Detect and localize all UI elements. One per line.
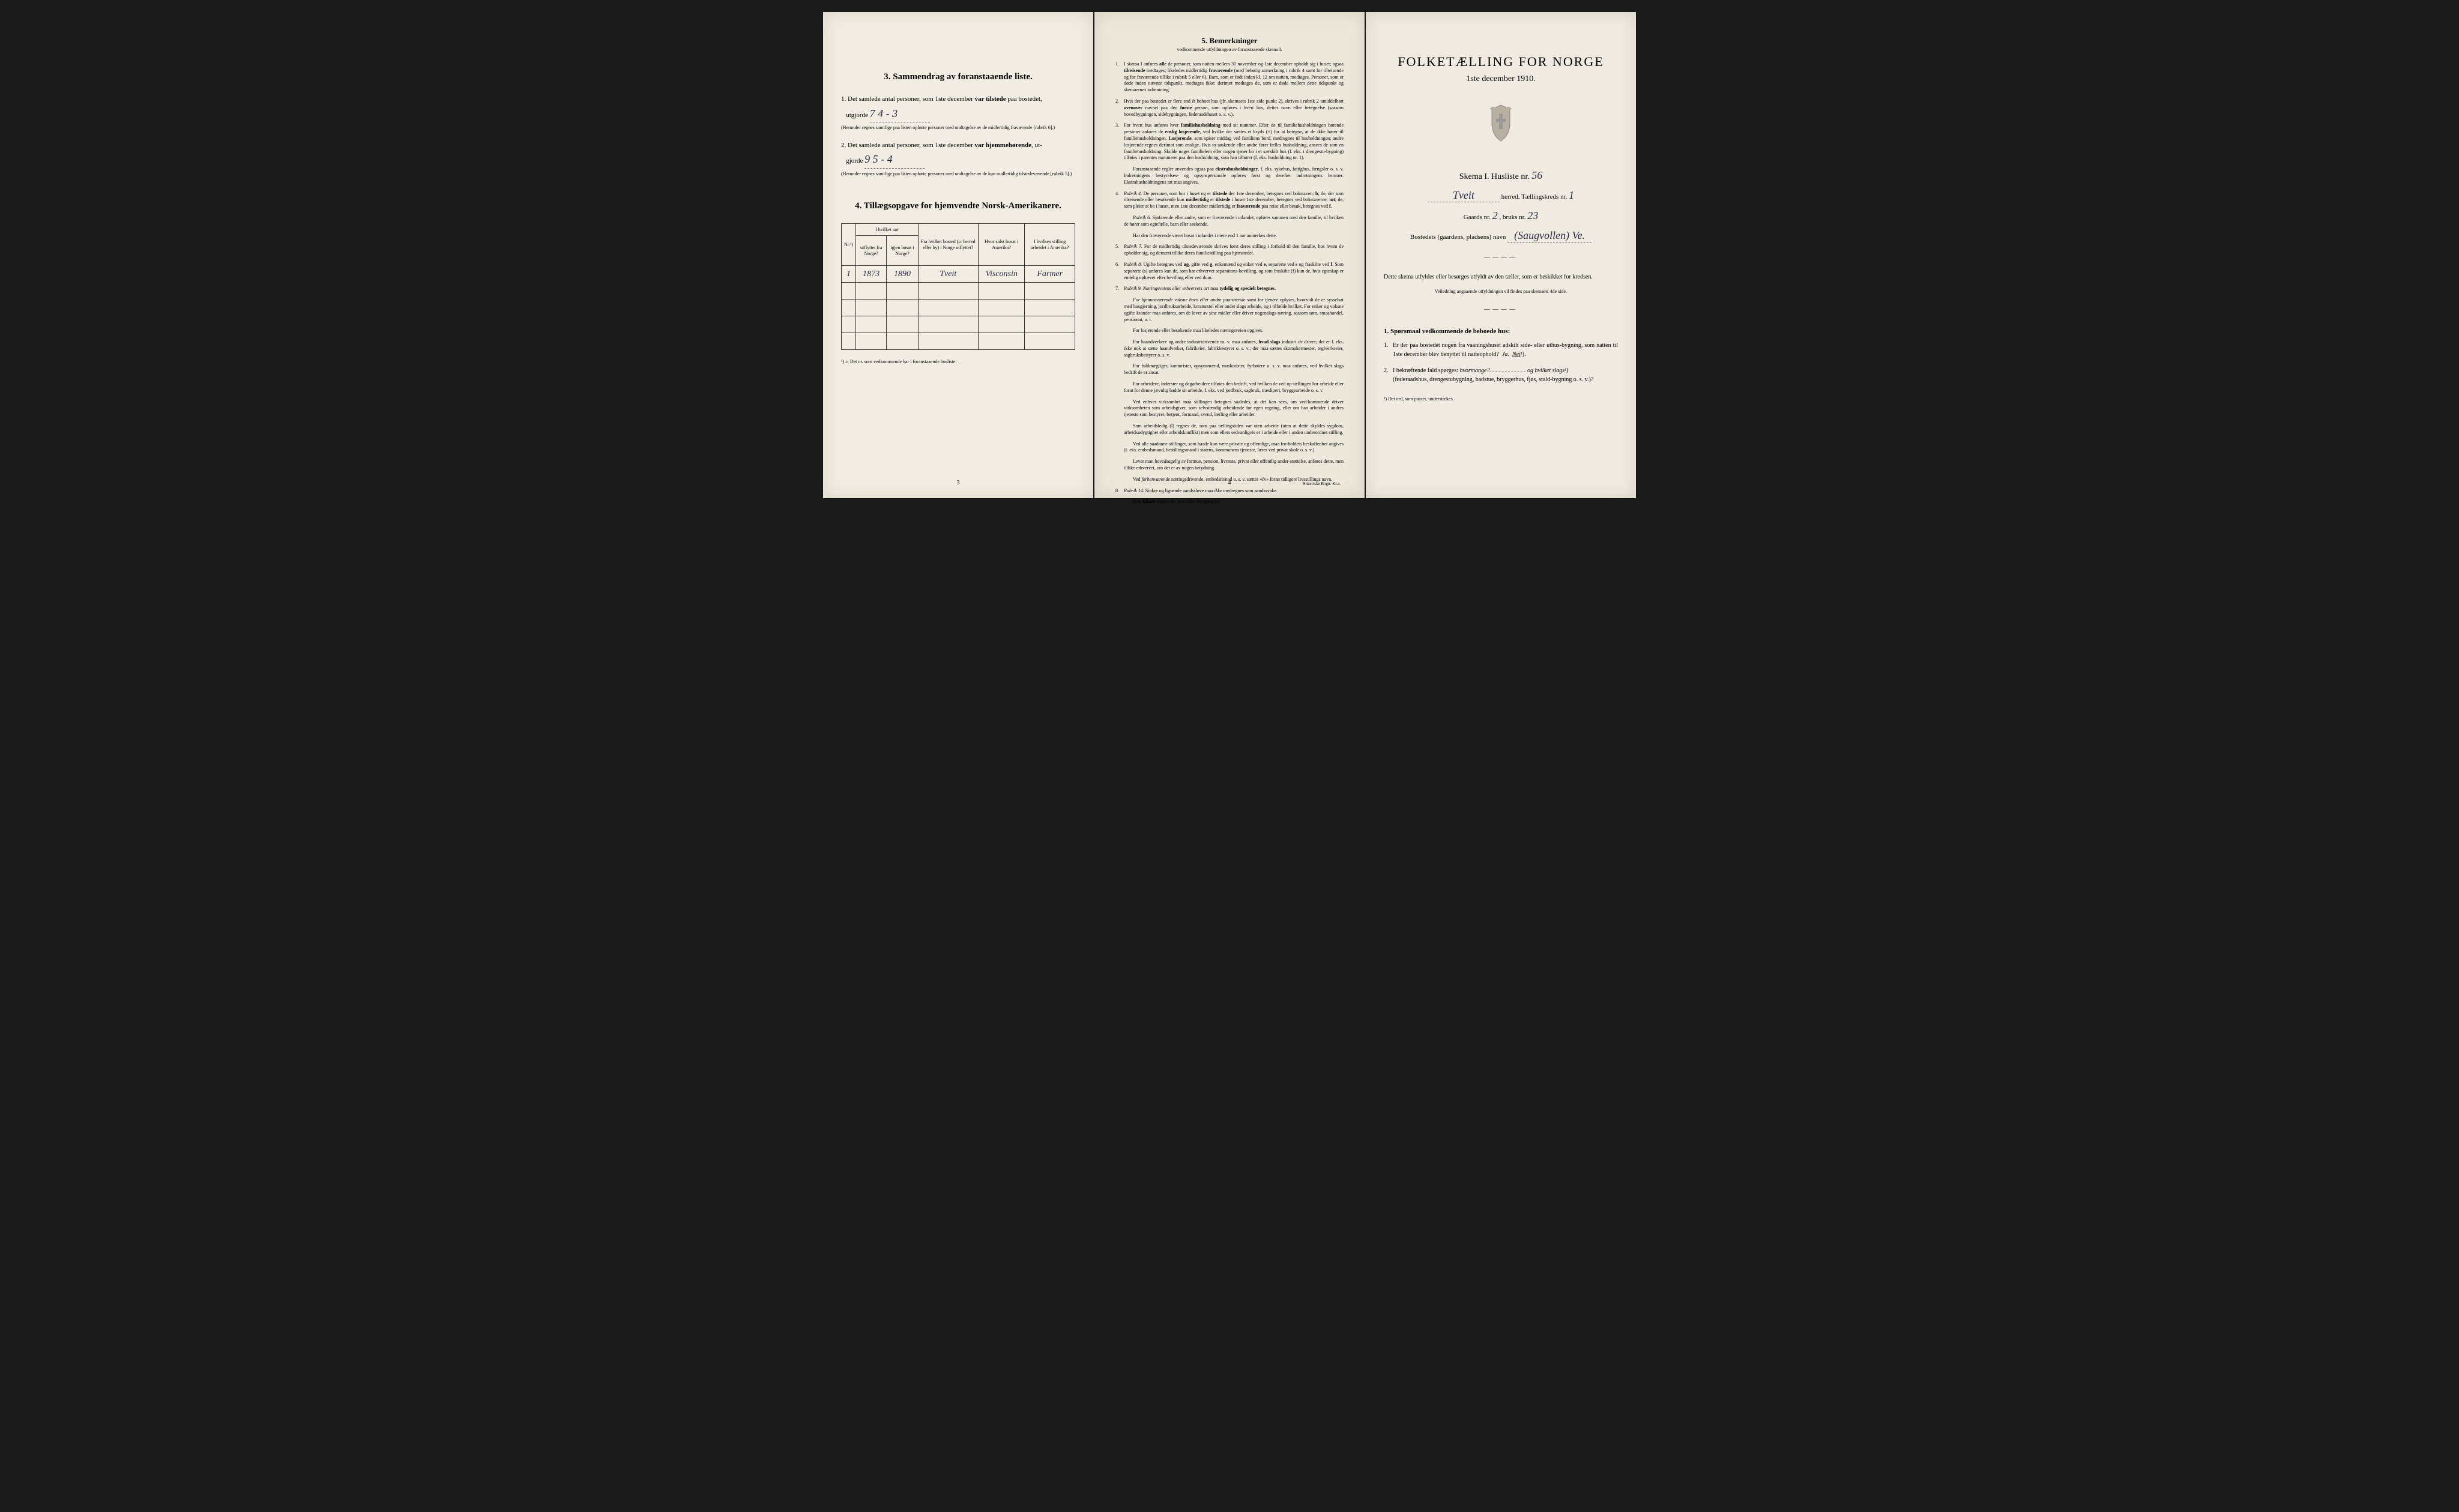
skema-line: Skema I. Husliste nr. 56 bbox=[1384, 169, 1618, 182]
remarks-subtitle: vedkommende utfyldningen av foranstaaend… bbox=[1115, 47, 1344, 52]
col-where: Hvor sidst bosat i Amerika? bbox=[978, 224, 1025, 266]
section-4-americans: 4. Tillægsopgave for hjemvendte Norsk-Am… bbox=[841, 201, 1075, 364]
section-4-title: 4. Tillægsopgave for hjemvendte Norsk-Am… bbox=[841, 201, 1075, 211]
husliste-nr: 56 bbox=[1531, 169, 1542, 181]
rule-item: 8.Rubrik 14. Sinker og lignende aandsslø… bbox=[1115, 488, 1344, 495]
rule-item: For losjerende eller besøkende maa likel… bbox=[1115, 328, 1344, 334]
table-row bbox=[842, 316, 1075, 333]
rule-item: 7.Rubrik 9. Næringsveiens eller erhverve… bbox=[1115, 286, 1344, 292]
rule-item: Ved alle saadanne stillinger, som baade … bbox=[1115, 441, 1344, 454]
footnote-underline: ¹) Det ord, som passer, understrekes. bbox=[1384, 396, 1618, 402]
page-number: 3 bbox=[957, 480, 960, 486]
col-year-out: utflyttet fra Norge? bbox=[856, 236, 887, 266]
page-4-remarks: 5. Bemerkninger vedkommende utfyldningen… bbox=[1094, 12, 1365, 498]
rule-item: 5.Rubrik 7. For de midlertidig tilstedev… bbox=[1115, 244, 1344, 257]
rule-item: 2.Hvis der paa bostedet er flere end ét … bbox=[1115, 98, 1344, 118]
census-title: FOLKETÆLLING FOR NORGE bbox=[1384, 54, 1618, 70]
rule-item: Rubrik 6. Sjøfarende eller andre, som er… bbox=[1115, 215, 1344, 228]
col-nr: Nr.¹) bbox=[842, 224, 856, 266]
rule-item: Ved enhver virksomhet maa stillingen bet… bbox=[1115, 399, 1344, 418]
summary-item-1: 1. Det samlede antal personer, som 1ste … bbox=[841, 94, 1075, 131]
rule-item: 6.Rubrik 8. Ugifte betegnes ved ug, gift… bbox=[1115, 262, 1344, 281]
table-row: 1 1873 1890 Tveit Visconsin Farmer bbox=[842, 266, 1075, 283]
table-footnote: ¹) ɔ: Det nr. som vedkommende har i fora… bbox=[841, 359, 1075, 364]
rule-item: 4.Rubrik 4. De personer, som bor i huset… bbox=[1115, 191, 1344, 210]
rule-item: Lever man hovedsagelig av formue, pensio… bbox=[1115, 459, 1344, 472]
divider: ———— bbox=[1384, 255, 1618, 261]
coat-of-arms-icon bbox=[1384, 102, 1618, 151]
instructions-main: Dette skema utfyldes eller besørges utfy… bbox=[1384, 273, 1618, 282]
col-year: I hvilket aar bbox=[856, 224, 919, 236]
rule-item: For arbeidere, inderster og dagarbeidere… bbox=[1115, 381, 1344, 394]
rule-item: For fuldmægtiger, kontorister, opsynsmæn… bbox=[1115, 363, 1344, 376]
questions-section: 1. Spørsmaal vedkommende de beboede hus:… bbox=[1384, 328, 1618, 402]
remarks-title: 5. Bemerkninger bbox=[1115, 36, 1344, 46]
kreds-nr: 1 bbox=[1569, 189, 1574, 201]
summary-item-2: 2. Det samlede antal personer, som 1ste … bbox=[841, 140, 1075, 178]
bosted-field: Bostedets (gaardens, pladsens) navn (Sau… bbox=[1384, 229, 1618, 242]
section-3-title: 3. Sammendrag av foranstaaende liste. bbox=[841, 72, 1075, 82]
instructions-sub: Veiledning angaaende utfyldningen vil fi… bbox=[1384, 289, 1618, 294]
rule-item: Har den fraværende været bosat i utlande… bbox=[1115, 233, 1344, 239]
rules-list: 1.I skema I anføres alle de personer, so… bbox=[1115, 61, 1344, 505]
rule-item: Som blinde regnes de, som ikke har gangs… bbox=[1115, 499, 1344, 505]
census-date: 1ste december 1910. bbox=[1384, 74, 1618, 84]
table-row bbox=[842, 300, 1075, 316]
question-section-title: 1. Spørsmaal vedkommende de beboede hus: bbox=[1384, 328, 1618, 335]
rule-item: 1.I skema I anføres alle de personer, so… bbox=[1115, 61, 1344, 94]
gaards-field: Gaards nr. 2 , bruks nr. 23 bbox=[1384, 209, 1618, 222]
table-row bbox=[842, 333, 1075, 350]
table-row bbox=[842, 283, 1075, 300]
section-3-summary: 3. Sammendrag av foranstaaende liste. 1.… bbox=[841, 72, 1075, 177]
total-resident-value: 9 5 - 4 bbox=[864, 153, 893, 165]
herred-field: Tveit herred. Tællingskreds nr. 1 bbox=[1384, 189, 1618, 202]
page-3: 3. Sammendrag av foranstaaende liste. 1.… bbox=[823, 12, 1093, 498]
rule-item: For haandverkere og andre industridriven… bbox=[1115, 339, 1344, 358]
printer-mark: Sitzen'ske Bogtr. Kr.a. bbox=[1303, 481, 1341, 486]
col-year-back: igjen bosat i Norge? bbox=[887, 236, 918, 266]
col-from: Fra hvilket bosted (ɔ: herred eller by) … bbox=[918, 224, 978, 266]
americans-table: Nr.¹) I hvilket aar Fra hvilket bosted (… bbox=[841, 223, 1075, 350]
page-1-cover: FOLKETÆLLING FOR NORGE 1ste december 191… bbox=[1366, 12, 1636, 498]
total-present-value: 7 4 - 3 bbox=[870, 107, 898, 119]
answer-nei: Nei bbox=[1512, 351, 1521, 358]
rule-item: Som arbeidsledig (l) regnes de, som paa … bbox=[1115, 423, 1344, 436]
question-1: 1. Er der paa bostedet nogen fra vaaning… bbox=[1393, 341, 1618, 359]
divider: ———— bbox=[1384, 306, 1618, 313]
rule-item: Foranstaaende regler anvendes ogsaa paa … bbox=[1115, 166, 1344, 185]
rule-item: For hjemmeværende voksne barn eller andr… bbox=[1115, 297, 1344, 323]
rule-item: 3.For hvert hus anføres hver familiehush… bbox=[1115, 122, 1344, 161]
question-2: 2. I bekræftende fald spørges: hvormange… bbox=[1393, 366, 1618, 384]
page-number: 4 bbox=[1228, 480, 1231, 486]
col-occupation: I hvilken stilling arbeidet i Amerika? bbox=[1025, 224, 1075, 266]
